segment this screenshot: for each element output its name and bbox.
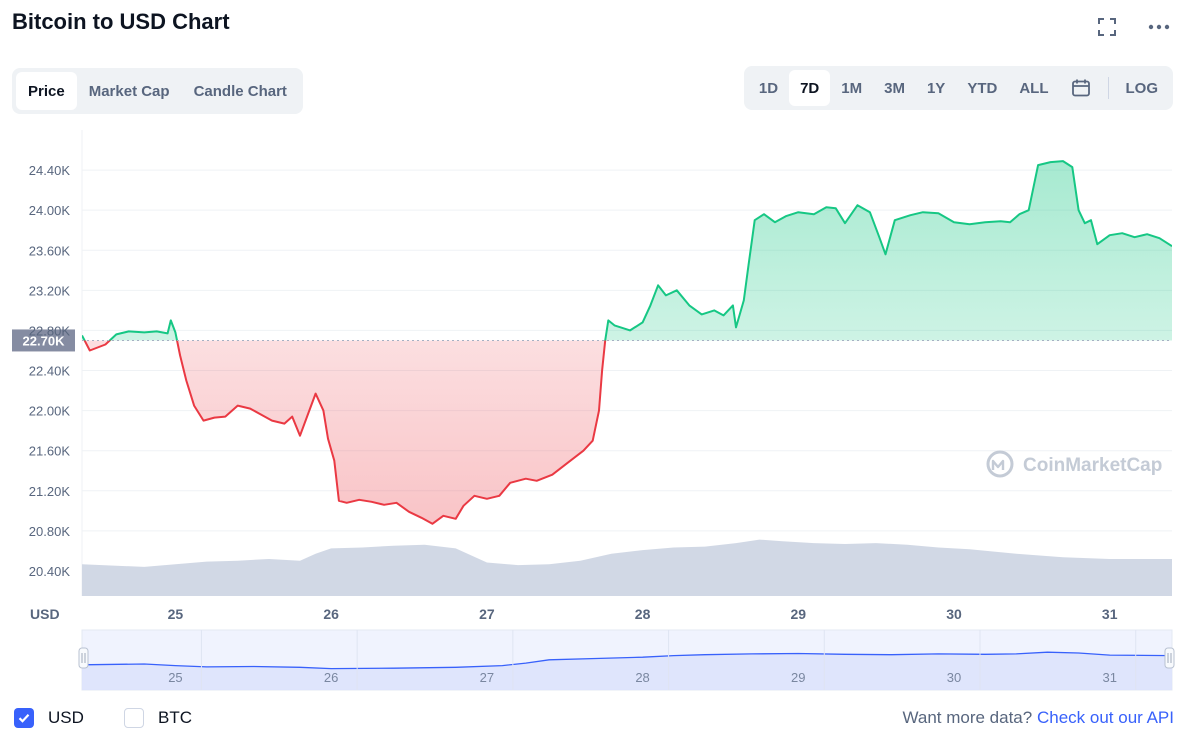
- log-scale-toggle[interactable]: LOG: [1125, 79, 1159, 97]
- tab-candle-chart[interactable]: Candle Chart: [193, 82, 287, 100]
- y-tick-label: 21.60K: [29, 444, 71, 459]
- watermark-text: CoinMarketCap: [1023, 455, 1162, 476]
- page-title: Bitcoin to USD Chart: [12, 9, 230, 34]
- range-7d[interactable]: 7D: [789, 70, 831, 106]
- navigator-line: [81, 651, 1173, 670]
- y-tick-label: 22.00K: [29, 404, 71, 419]
- navigator-area: [82, 652, 1172, 690]
- y-tick-label: 20.80K: [29, 524, 71, 539]
- area-below-baseline: [82, 340, 1172, 524]
- tab-price[interactable]: Price: [16, 72, 77, 110]
- y-tick-label: 21.20K: [29, 484, 71, 499]
- area-above-baseline: [82, 161, 1172, 341]
- more-horizontal-icon[interactable]: [1146, 14, 1172, 40]
- navigator-tick-label: 28: [635, 670, 649, 685]
- y-tick-label: 23.60K: [29, 243, 71, 258]
- range-navigator[interactable]: 25 26 27 28 29 30 31: [78, 629, 1175, 691]
- y-tick-label: 23.20K: [29, 283, 71, 298]
- navigator-handle-right[interactable]: [1164, 647, 1175, 669]
- price-area: [82, 161, 1172, 524]
- range-all[interactable]: ALL: [1019, 79, 1049, 97]
- header-actions: [1094, 14, 1172, 40]
- btc-label: BTC: [158, 708, 192, 727]
- x-tick-label: 28: [635, 606, 651, 622]
- btc-checkbox[interactable]: BTC: [124, 708, 192, 728]
- volume-area-shape: [82, 539, 1172, 596]
- chart-footer: USD BTC Want more data? Check out our AP…: [14, 706, 1174, 732]
- x-tick-label: 27: [479, 606, 495, 622]
- y-tick-label: 24.40K: [29, 163, 71, 178]
- more-data-label: Want more data?: [902, 708, 1033, 727]
- y-axis-ticks: 24.40K 24.00K 23.60K 23.20K 22.80K 22.40K 22.0…: [29, 163, 71, 579]
- range-divider: [1107, 77, 1109, 99]
- chart-type-tabs: Price Market Cap Candle Chart: [12, 68, 303, 114]
- more-data-text: Want more data? Check out our API: [902, 708, 1174, 728]
- api-link[interactable]: Check out our API: [1036, 708, 1174, 727]
- range-1m[interactable]: 1M: [841, 79, 863, 97]
- price-line: [82, 160, 1172, 525]
- y-tick-label: 20.40K: [29, 564, 71, 579]
- baseline: 22.70K: [12, 329, 1172, 352]
- baseline-label: 22.70K: [23, 333, 66, 348]
- navigator-tick-label: 30: [947, 670, 961, 685]
- price-line-up: [82, 160, 1172, 341]
- navigator-tick-label: 29: [791, 670, 805, 685]
- volume-area: [82, 539, 1172, 596]
- currency-label: USD: [30, 606, 60, 622]
- baseline-badge: [12, 329, 75, 352]
- tab-market-cap[interactable]: Market Cap: [88, 82, 170, 100]
- y-tick-label: 22.40K: [29, 364, 71, 379]
- price-line-down: [83, 340, 607, 525]
- usd-checkbox[interactable]: USD: [14, 708, 84, 728]
- navigator-tick-label: 31: [1102, 670, 1116, 685]
- navigator-tick-label: 26: [324, 670, 338, 685]
- range-1y[interactable]: 1Y: [926, 79, 946, 97]
- usd-label: USD: [48, 708, 84, 727]
- fullscreen-icon[interactable]: [1094, 14, 1120, 40]
- y-tick-label: 24.00K: [29, 203, 71, 218]
- x-tick-label: 31: [1102, 606, 1118, 622]
- range-3m[interactable]: 3M: [884, 79, 905, 97]
- time-range-selector: 1D 7D 1M 3M 1Y YTD ALL LOG: [743, 66, 1173, 110]
- calendar-icon[interactable]: [1060, 70, 1102, 106]
- x-tick-label: 25: [168, 606, 184, 622]
- navigator-tick-label: 25: [168, 670, 182, 685]
- navigator-tick-label: 27: [480, 670, 494, 685]
- range-ytd[interactable]: YTD: [967, 79, 998, 97]
- y-tick-label: 22.80K: [29, 323, 71, 338]
- x-axis-ticks: USD 25 26 27 28 29 30 31: [30, 606, 1118, 622]
- coinmarketcap-logo: CoinMarketCap: [986, 450, 1162, 478]
- navigator-handle-left[interactable]: [78, 647, 89, 669]
- x-tick-label: 26: [323, 606, 339, 622]
- x-tick-label: 29: [790, 606, 806, 622]
- check-icon: [14, 708, 34, 728]
- x-tick-label: 30: [946, 606, 962, 622]
- checkbox-empty-icon: [124, 708, 144, 728]
- range-1d[interactable]: 1D: [758, 79, 779, 97]
